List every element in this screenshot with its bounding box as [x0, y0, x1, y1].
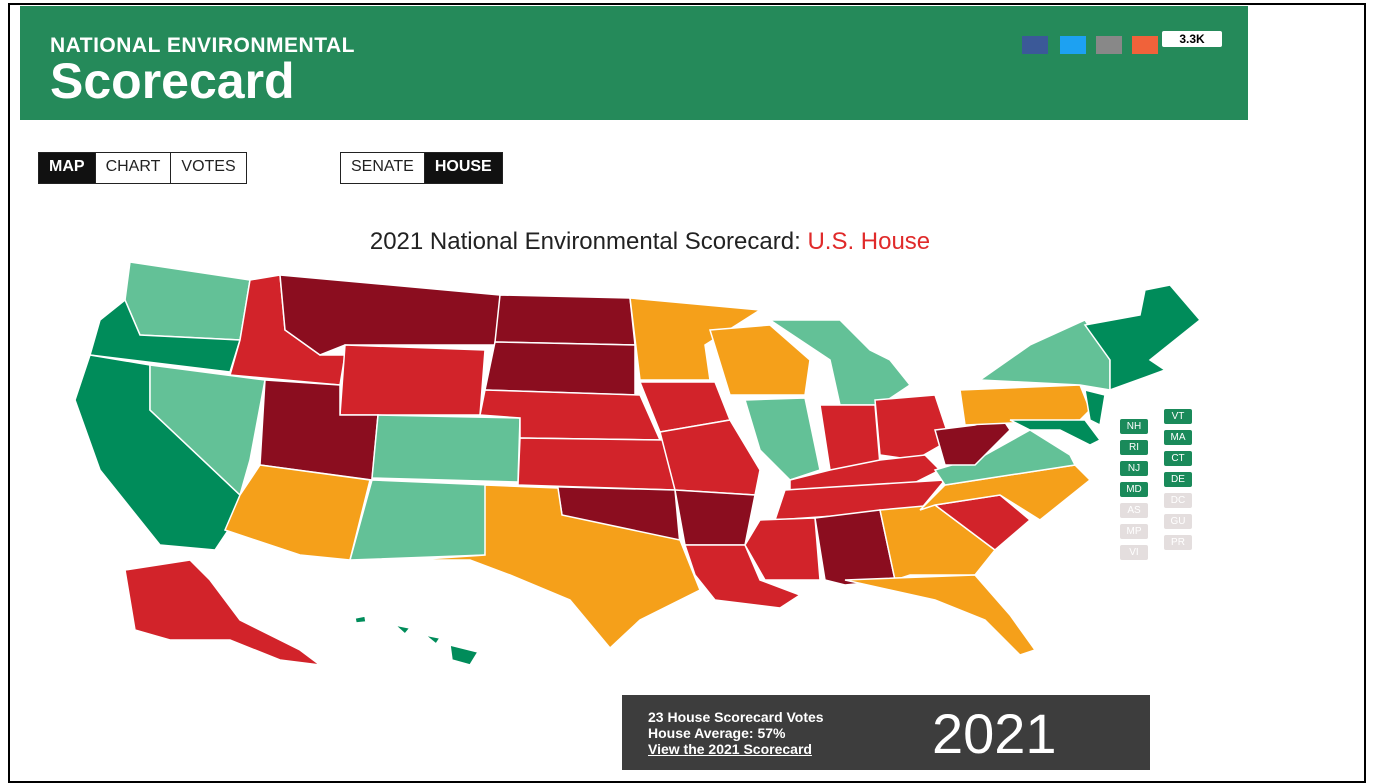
state[interactable] — [89, 298, 242, 373]
state[interactable] — [339, 344, 486, 416]
year: 2021 — [932, 702, 1057, 765]
state[interactable] — [659, 419, 761, 496]
state[interactable] — [424, 634, 442, 646]
chamber-tabs: SENATE HOUSE — [340, 152, 503, 184]
state-button[interactable]: RI — [1120, 440, 1148, 455]
info-box: 23 House Scorecard Votes House Average: … — [622, 695, 1150, 770]
map-title: 2021 National Environmental Scorecard: U… — [0, 228, 1300, 256]
state[interactable] — [409, 484, 701, 650]
scorecard-link[interactable]: View the 2021 Scorecard — [648, 741, 812, 757]
state[interactable] — [354, 615, 367, 624]
tab[interactable]: SENATE — [341, 153, 425, 183]
state-button[interactable]: MD — [1120, 482, 1148, 497]
state[interactable] — [767, 319, 912, 406]
state[interactable] — [1009, 419, 1102, 446]
votes-count: 23 House Scorecard Votes — [648, 709, 824, 725]
state-button[interactable]: VT — [1164, 409, 1192, 424]
state-button[interactable]: MA — [1164, 430, 1192, 445]
tab[interactable]: VOTES — [171, 153, 246, 183]
state[interactable] — [844, 574, 1037, 656]
state-button[interactable]: MP — [1120, 524, 1148, 539]
tab[interactable]: MAP — [39, 153, 96, 183]
state[interactable] — [279, 274, 501, 356]
map-title-highlight: U.S. House — [807, 228, 931, 255]
state-button[interactable]: CT — [1164, 451, 1192, 466]
state[interactable] — [744, 397, 821, 481]
state[interactable] — [517, 437, 676, 491]
state-button[interactable]: DC — [1164, 493, 1192, 508]
title-large: Scorecard — [50, 53, 295, 109]
state[interactable] — [709, 324, 811, 396]
plus-button[interactable] — [1132, 36, 1158, 54]
state-button[interactable]: GU — [1164, 514, 1192, 529]
share-count: 3.3K — [1162, 31, 1222, 47]
state[interactable] — [124, 559, 323, 667]
state[interactable] — [494, 294, 636, 346]
state-button[interactable]: VI — [1120, 545, 1148, 560]
state[interactable] — [1084, 388, 1106, 427]
header: NATIONAL ENVIRONMENTAL Scorecard — [20, 6, 1248, 120]
state[interactable] — [744, 517, 821, 581]
state[interactable] — [392, 623, 412, 636]
state[interactable] — [124, 261, 251, 341]
state-button[interactable]: NJ — [1120, 461, 1148, 476]
state[interactable] — [674, 489, 756, 546]
state[interactable] — [819, 404, 881, 471]
title-small: NATIONAL ENVIRONMENTAL — [50, 34, 355, 57]
state-button[interactable]: PR — [1164, 535, 1192, 550]
house-average: House Average: 57% — [648, 725, 786, 741]
map-title-text: 2021 National Environmental Scorecard: — [369, 228, 801, 255]
state[interactable] — [629, 297, 763, 381]
state[interactable] — [223, 464, 371, 561]
state[interactable] — [484, 341, 636, 396]
state-button[interactable]: AS — [1120, 503, 1148, 518]
state[interactable] — [349, 479, 491, 561]
state[interactable] — [449, 644, 480, 666]
state[interactable] — [149, 364, 266, 497]
state[interactable] — [371, 414, 521, 483]
state[interactable] — [1083, 284, 1202, 392]
view-tabs: MAP CHART VOTES — [38, 152, 247, 184]
state[interactable] — [874, 394, 951, 461]
tab[interactable]: CHART — [95, 153, 172, 183]
tab[interactable]: HOUSE — [424, 153, 502, 183]
email-button[interactable] — [1096, 36, 1122, 54]
state-button[interactable]: DE — [1164, 472, 1192, 487]
state-button[interactable]: NH — [1120, 419, 1148, 434]
state[interactable] — [959, 384, 1091, 426]
twitter-button[interactable] — [1060, 36, 1086, 54]
facebook-button[interactable] — [1022, 36, 1048, 54]
